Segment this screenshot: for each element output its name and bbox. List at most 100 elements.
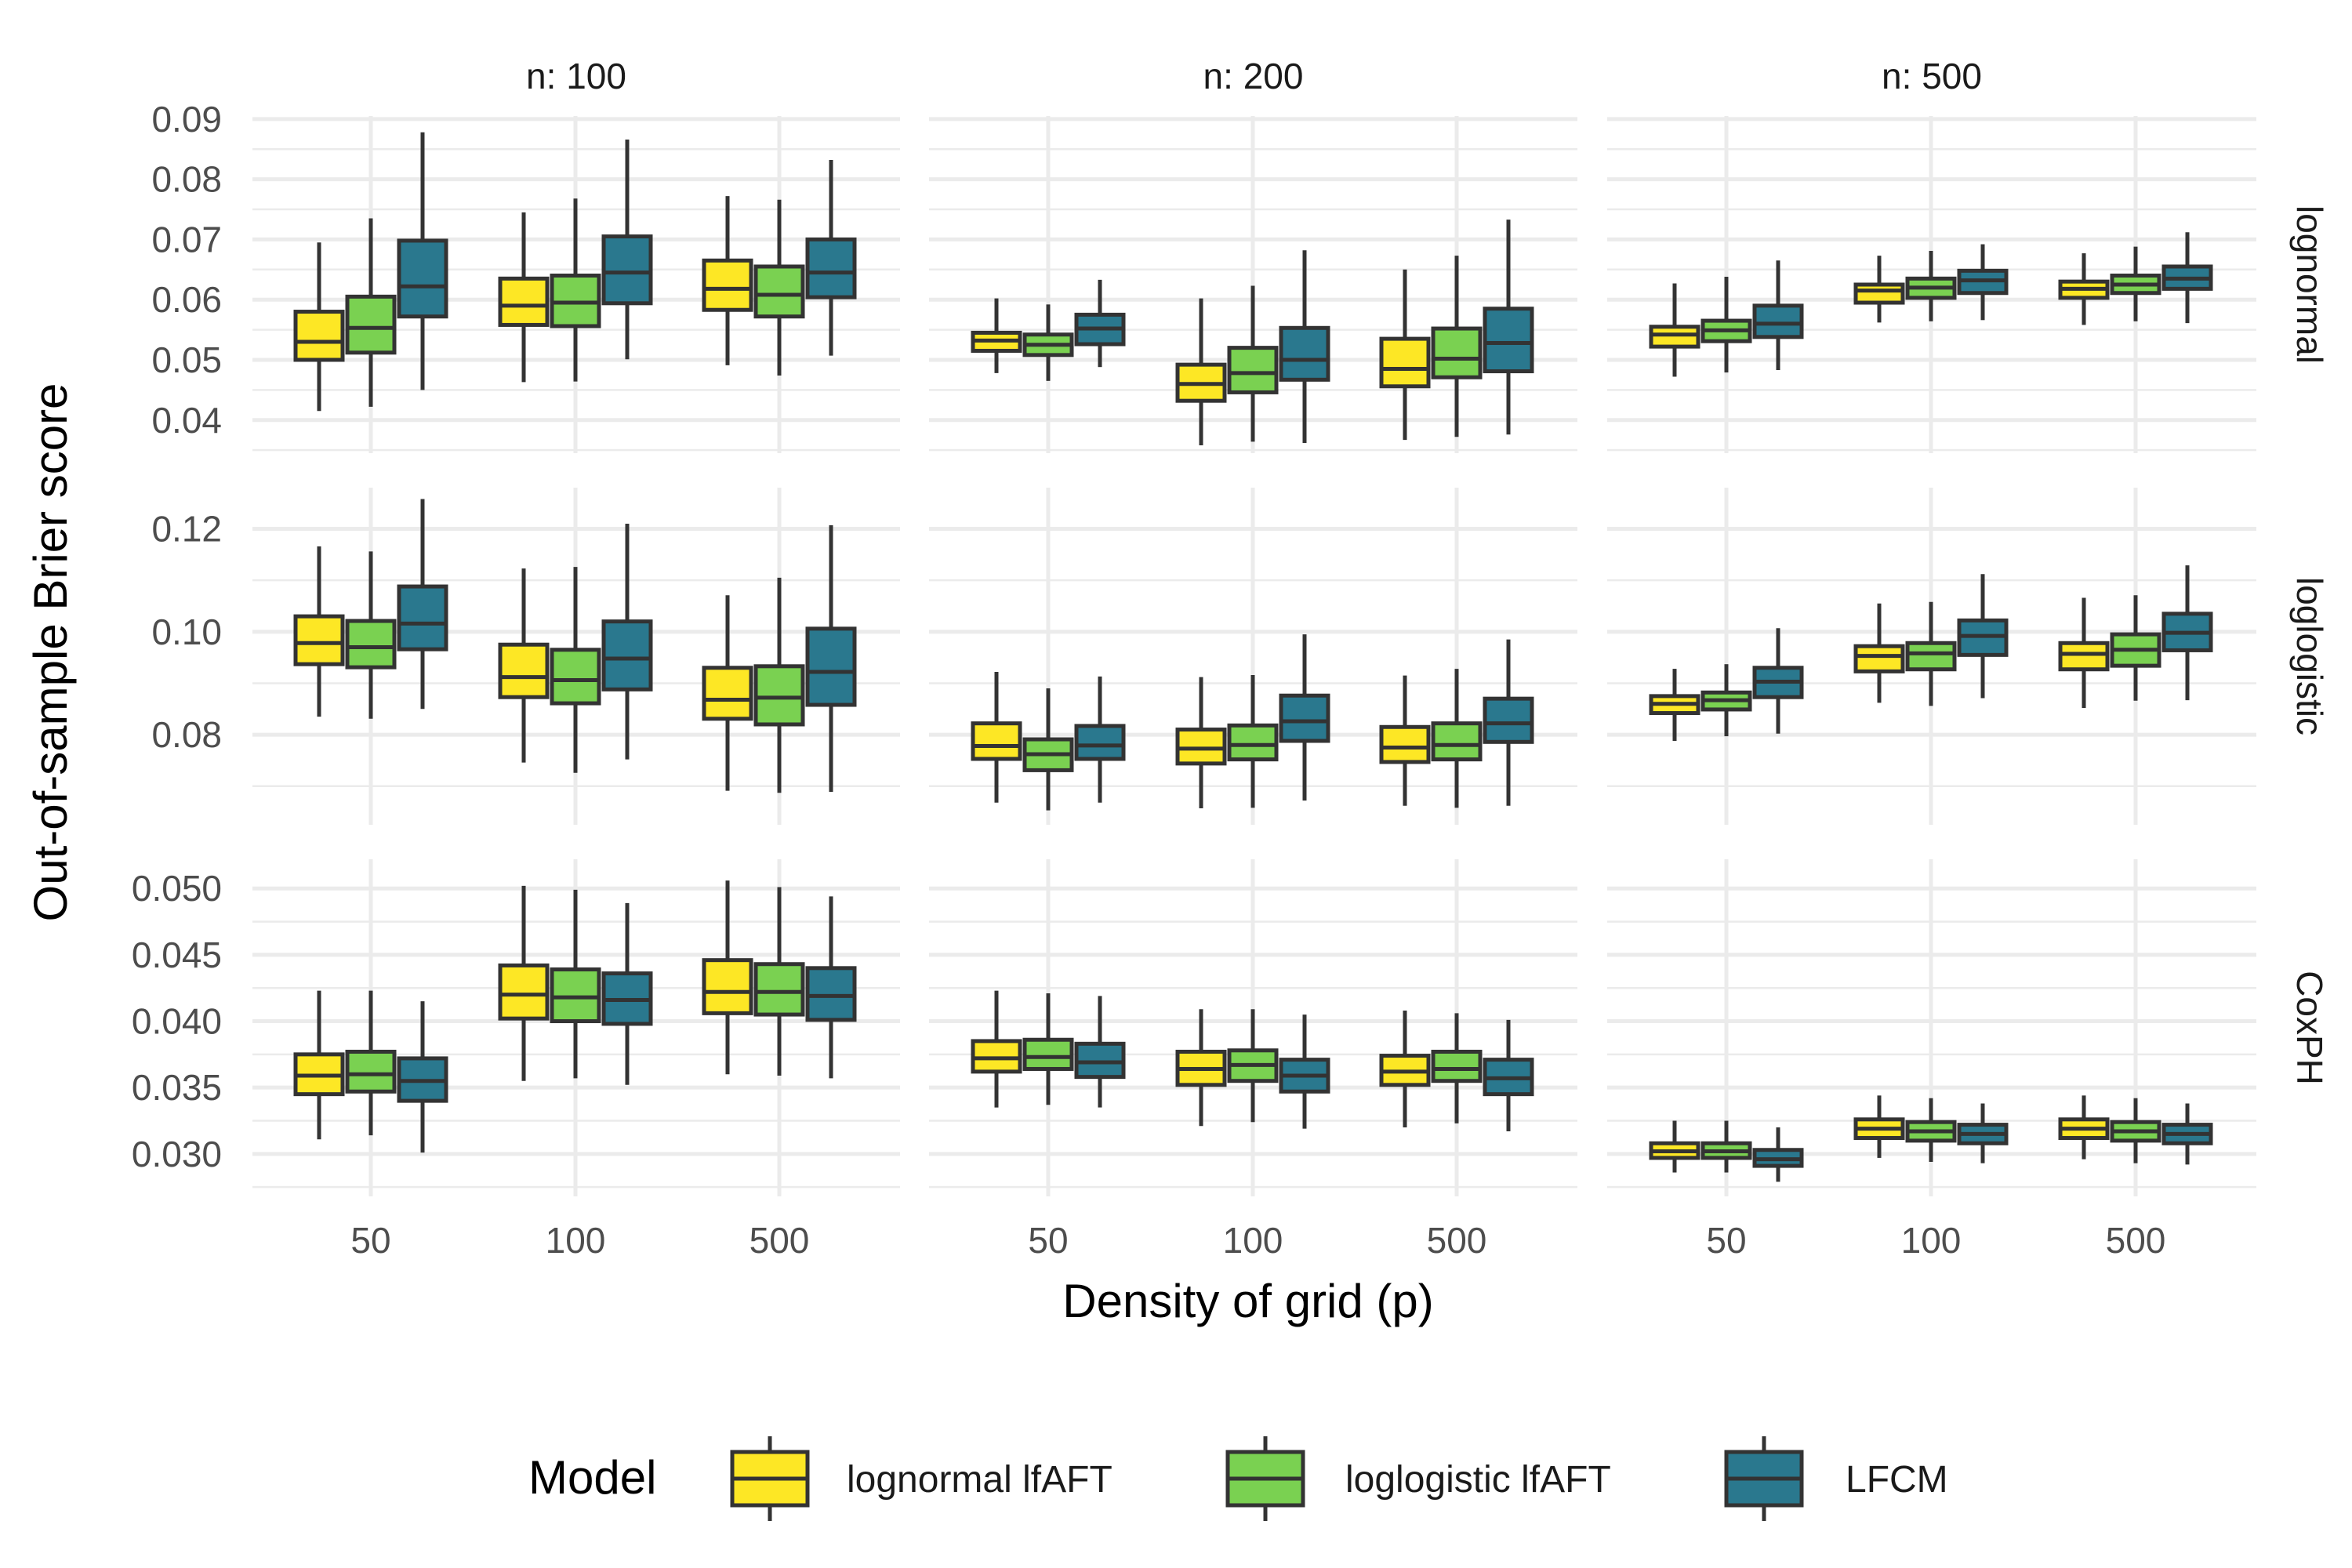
box-lfcm [805,524,857,792]
box-body [601,619,653,691]
box-body [1752,303,1804,339]
box-lfcm [1483,639,1534,806]
legend-label: LFCM [1846,1459,1948,1501]
box-body [1649,325,1700,349]
box-lognormal-lfaft [293,242,345,412]
box-loglogistic-lfaft [550,889,601,1079]
box-lognormal-lfaft [971,672,1022,803]
x-axis-title: Density of grid (p) [1062,1275,1434,1327]
box-lfcm [1957,1103,2009,1163]
y-tick-label: 0.04 [151,400,222,441]
box-lfcm [1752,628,1804,734]
box-body [753,264,805,319]
box-body [345,294,397,355]
y-tick-label: 0.040 [132,1001,222,1042]
y-tick-label: 0.035 [132,1067,222,1108]
box-body [1074,724,1126,761]
box-lfcm [601,523,653,760]
box-loglogistic-lfaft [1227,1009,1279,1123]
strip-label-col: n: 200 [1203,56,1304,96]
x-tick-label: 50 [1706,1220,1746,1261]
box-body [498,963,550,1021]
box-lognormal-lfaft [1379,269,1431,441]
box-loglogistic-lfaft [753,199,805,376]
legend-label: loglogistic lfAFT [1345,1459,1611,1501]
x-tick-label: 500 [1427,1220,1487,1261]
box-body [971,721,1022,761]
box-body [702,958,753,1015]
box-body [753,962,805,1017]
box-body [702,258,753,312]
legend-entry: lognormal lfAFT [730,1436,1112,1521]
box-lfcm [1957,244,2009,321]
strip-label-row: lognormal [2289,205,2330,364]
box-loglogistic-lfaft [1431,1013,1483,1123]
y-tick-label: 0.050 [132,868,222,909]
box-body [1431,721,1483,762]
box-lognormal-lfaft [2058,597,2110,708]
x-tick-label: 500 [2106,1220,2166,1261]
box-lfcm [397,1001,448,1153]
box-lognormal-lfaft [1175,1009,1227,1127]
box-loglogistic-lfaft [1431,256,1483,437]
y-tick-label: 0.10 [151,612,222,652]
box-loglogistic-lfaft [2110,595,2161,701]
y-tick-label: 0.030 [132,1134,222,1174]
panel-grid [1607,116,2256,453]
y-tick-label: 0.05 [151,339,222,380]
box-lfcm [805,896,857,1079]
x-tick-label: 50 [1028,1220,1068,1261]
box-marks [293,132,2213,1182]
box-lognormal-lfaft [1379,1010,1431,1127]
box-lognormal-lfaft [2058,253,2110,325]
box-loglogistic-lfaft [1431,669,1483,808]
box-body [1227,723,1279,762]
legend-title: Model [528,1451,656,1504]
box-body [550,967,601,1024]
box-lognormal-lfaft [1175,298,1227,446]
panel-grid [1607,488,2256,825]
box-loglogistic-lfaft [345,218,397,407]
box-lfcm [2161,565,2213,701]
x-tick-label: 50 [350,1220,390,1261]
box-lognormal-lfaft [702,196,753,365]
legend-entry: LFCM [1724,1436,1948,1521]
box-loglogistic-lfaft [1905,251,1957,321]
legend: Model lognormal lfAFT loglogistic lfAFT LF… [528,1436,1948,1521]
box-body [293,310,345,362]
box-body [1431,326,1483,379]
box-lfcm [397,132,448,390]
box-loglogistic-lfaft [1022,688,1074,811]
box-body [498,276,550,327]
legend-label: lognormal lfAFT [847,1459,1112,1501]
box-body [2058,641,2110,672]
box-body [1022,1037,1074,1071]
box-lfcm [1957,574,2009,699]
box-body [702,666,753,721]
box-body [1905,641,1957,672]
box-lfcm [1752,260,1804,371]
box-body [550,648,601,706]
box-body [397,238,448,319]
box-body [805,626,857,707]
box-lfcm [1279,634,1330,801]
box-loglogistic-lfaft [1227,674,1279,808]
box-body [1483,307,1534,374]
box-loglogistic-lfaft [550,567,601,773]
box-loglogistic-lfaft [345,551,397,719]
box-lfcm [1074,279,1126,368]
box-loglogistic-lfaft [1227,285,1279,442]
box-loglogistic-lfaft [345,990,397,1136]
box-loglogistic-lfaft [753,887,805,1076]
box-lfcm [1483,220,1534,435]
y-tick-label: 0.09 [151,99,222,140]
axis-labels: n: 100 n: 200 n: 500 lognormal loglogistic Co… [132,56,2330,1261]
y-tick-label: 0.045 [132,935,222,975]
box-body [293,614,345,666]
strip-label-row: loglogistic [2289,577,2330,735]
box-lfcm [1483,1019,1534,1132]
box-body [1074,1041,1126,1080]
box-loglogistic-lfaft [1905,1098,1957,1162]
box-loglogistic-lfaft [2110,246,2161,321]
